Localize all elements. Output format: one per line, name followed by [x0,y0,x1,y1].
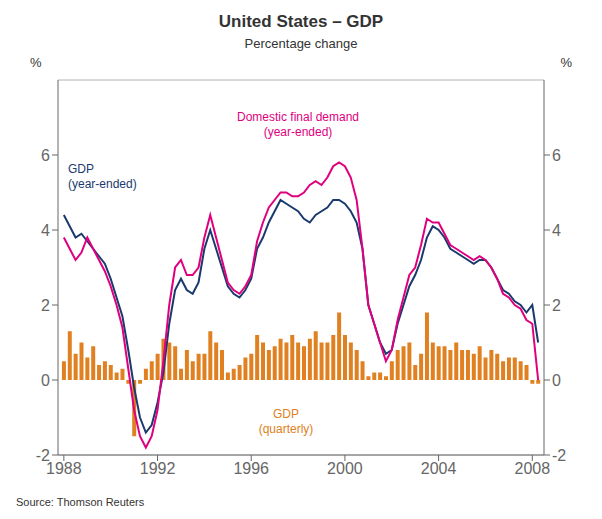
svg-text:2008: 2008 [514,460,550,477]
html-text:Percentage change: Percentage change [244,36,358,51]
html-text:Source: Thomson Reuters: Source: Thomson Reuters [16,496,145,508]
svg-text:-2: -2 [36,447,50,464]
svg-text:6: 6 [552,147,561,164]
svg-text:6: 6 [41,147,50,164]
svg-text:1996: 1996 [233,460,269,477]
svg-text:2004: 2004 [421,460,457,477]
svg-text:0: 0 [552,372,561,389]
svg-text:1988: 1988 [46,460,82,477]
svg-text:0: 0 [41,372,50,389]
svg-text:2: 2 [552,297,561,314]
svg-text:2000: 2000 [327,460,363,477]
html-text:GDP (year-ended): GDP (year-ended) [68,162,137,191]
svg-text:-2: -2 [552,447,566,464]
svg-text:1992: 1992 [140,460,176,477]
svg-text:2: 2 [41,297,50,314]
html-text:United States – GDP: United States – GDP [218,12,384,31]
svg-text:4: 4 [41,222,50,239]
html-text:GDP (quarterly): GDP (quarterly) [258,407,314,436]
svg-text:4: 4 [552,222,561,239]
html-text:Domestic final demand (year-en: Domestic final demand (year-ended) [237,110,359,139]
